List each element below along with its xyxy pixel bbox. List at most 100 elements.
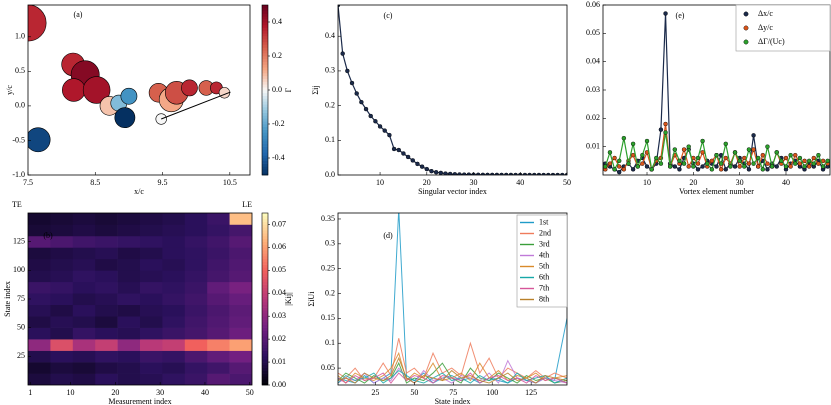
point <box>714 152 719 158</box>
bubble <box>114 107 136 129</box>
heat-cell <box>72 362 96 374</box>
heat-cell <box>50 224 74 237</box>
legend-label: 6th <box>539 272 549 281</box>
bubble <box>62 78 86 102</box>
heat-cell <box>117 316 141 328</box>
legend-label: 7th <box>539 283 549 292</box>
heat-cell <box>207 224 230 237</box>
point <box>658 127 664 132</box>
y-tick-label: 0.2 <box>325 288 335 297</box>
colorbar-step <box>262 367 268 371</box>
heat-cell <box>184 235 208 248</box>
heat-cell <box>117 247 141 260</box>
panel: 10 20 30 40 50 0.0 0.1 0.2 0.3 0.4 Singular vector… <box>311 4 571 196</box>
colorbar-step <box>262 24 268 28</box>
x-tick-label: 20 <box>423 178 431 187</box>
point <box>550 172 556 175</box>
heat-cell <box>50 316 74 328</box>
legend-label: 4th <box>539 250 549 259</box>
y-tick-label: 0.06 <box>586 0 600 9</box>
legend-label: 8th <box>539 294 549 303</box>
point <box>806 164 812 169</box>
colorbar-step <box>262 350 268 354</box>
point <box>755 164 761 169</box>
y-tick-label: 0.5 <box>15 66 25 75</box>
heat-cell <box>184 327 208 340</box>
y-tick-label: 0.03 <box>586 85 600 94</box>
legend-box <box>516 214 568 308</box>
heat-cell <box>50 235 74 248</box>
colorbar-step <box>262 213 268 217</box>
heat-cell <box>229 316 252 328</box>
colorbar-step <box>262 138 268 142</box>
y-tick-label: 0.02 <box>586 113 600 122</box>
colorbar-step <box>262 299 268 303</box>
series-line <box>338 361 567 384</box>
point <box>387 132 392 138</box>
x-tick-label: 30 <box>156 388 164 397</box>
heat-cell <box>72 339 96 351</box>
point <box>765 167 770 172</box>
point <box>700 150 705 155</box>
point <box>760 167 766 172</box>
x-tick-label: 7.5 <box>23 178 33 187</box>
heat-cell <box>50 247 74 260</box>
colorbar-step <box>262 70 268 74</box>
heat-cell <box>207 213 230 225</box>
x-tick-label: 8.5 <box>90 178 100 187</box>
point <box>607 150 613 155</box>
colorbar-step <box>262 310 268 314</box>
colorbar-step <box>262 333 268 337</box>
heat-cell <box>162 213 186 225</box>
x-tick-label: 1 <box>28 388 32 397</box>
point <box>368 113 373 119</box>
y-axis-label: Σij <box>311 85 320 94</box>
colorbar-step <box>262 296 268 300</box>
point <box>779 158 784 164</box>
x-tick-label: 100 <box>486 388 498 397</box>
legend-label: Δy/c <box>758 23 773 32</box>
heat-cell <box>207 293 230 306</box>
colorbar-step <box>262 126 268 130</box>
legend-label: 2nd <box>539 228 551 237</box>
heat-cell <box>140 247 163 260</box>
colorbar-tick-label: 0.05 <box>272 265 286 274</box>
heat-cell <box>95 213 118 225</box>
heat-cell <box>140 327 163 340</box>
y-tick-label: 0.15 <box>321 313 335 322</box>
point <box>621 167 627 172</box>
colorbar-step <box>262 376 268 380</box>
x-axis-label: Measurement index <box>108 397 171 405</box>
point <box>751 147 756 152</box>
colorbar-step <box>262 19 268 23</box>
heat-cell <box>117 213 141 225</box>
legend-label: 1st <box>539 217 549 226</box>
x-tick-label: 125 <box>525 388 537 397</box>
heat-cell <box>50 270 74 283</box>
point <box>546 172 551 175</box>
colorbar-step <box>262 353 268 357</box>
point <box>820 164 826 169</box>
colorbar-step <box>262 163 268 167</box>
colorbar-step <box>262 281 268 285</box>
colorbar-step <box>262 313 268 317</box>
heat-cell <box>72 247 96 260</box>
point <box>816 152 821 158</box>
heat-cell <box>117 270 141 283</box>
point <box>802 164 807 169</box>
annotation: TE <box>12 200 22 209</box>
point <box>686 144 691 149</box>
y-tick-label: 100 <box>13 265 25 274</box>
heat-cell <box>207 258 230 271</box>
heat-cell <box>229 304 252 317</box>
point <box>742 164 747 169</box>
point <box>737 158 742 164</box>
heat-cell <box>72 373 96 385</box>
x-tick-label: 20 <box>689 178 697 187</box>
heat-cell <box>117 293 141 306</box>
bubble <box>28 5 47 42</box>
heat-cell <box>229 235 252 248</box>
heat-cell <box>50 362 74 374</box>
colorbar-step <box>262 276 268 280</box>
colorbar-step <box>262 267 268 271</box>
